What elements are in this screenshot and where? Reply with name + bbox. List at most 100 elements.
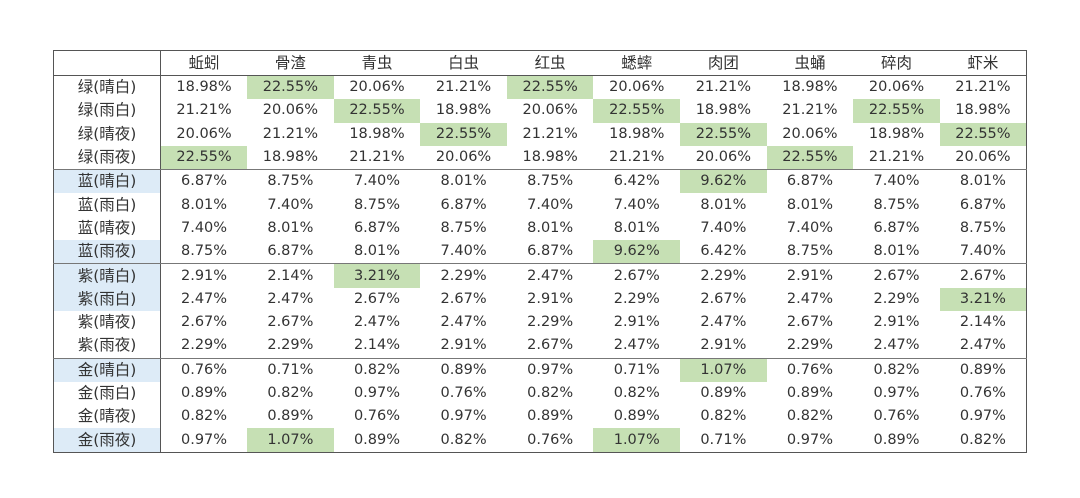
value-cell: 18.98% xyxy=(349,125,405,142)
value-cell: 20.06% xyxy=(939,145,1027,171)
value-cell: 2.67% xyxy=(267,314,314,331)
row-label: 蓝(晴夜) xyxy=(53,216,161,241)
table-row: 蓝(雨夜) 8.75% 6.87% 8.01% 7.40% 6.87% 9.62% 6.42%… xyxy=(53,240,1027,265)
table-row: 金(晴白) 0.76% 0.71% 0.82% 0.89% 0.97% 0.71% 1.07%… xyxy=(53,358,1027,382)
value-cell: 20.06% xyxy=(680,145,767,171)
value-cell: 18.98% xyxy=(955,102,1011,119)
value-cell: 8.01% xyxy=(267,219,314,236)
value-cell: 0.89% xyxy=(959,361,1006,378)
value-cell: 0.89% xyxy=(613,408,660,425)
value-cell: 8.01% xyxy=(786,196,833,213)
value-cell: 0.97% xyxy=(353,385,401,401)
value-cell: 2.47% xyxy=(939,334,1027,359)
highlighted-value-cell: 22.55% xyxy=(333,99,421,123)
value-cell: 2.14% xyxy=(959,314,1006,331)
value-cell: 2.67% xyxy=(181,314,228,331)
row-label: 紫(雨夜) xyxy=(53,334,161,359)
value-cell: 2.67% xyxy=(353,290,401,307)
highlighted-value-cell: 22.55% xyxy=(853,99,940,123)
value-cell: 8.01% xyxy=(440,173,487,190)
value-cell: 0.97% xyxy=(181,431,228,448)
value-cell: 6.87% xyxy=(247,240,334,265)
table-row: 绿(晴白) 18.98% 22.55% 20.06% 21.21% 22.55% 20.06… xyxy=(53,75,1027,100)
table-row: 蓝(晴白) 6.87% 8.75% 7.40% 8.01% 8.75% 6.42% 9.62%… xyxy=(53,169,1027,194)
corner-cell xyxy=(53,50,161,76)
value-cell: 2.67% xyxy=(506,334,594,359)
highlighted-value-cell: 3.21% xyxy=(333,263,421,288)
value-cell: 2.47% xyxy=(353,314,401,331)
row-label: 绿(晴夜) xyxy=(53,122,161,146)
value-cell: 20.06% xyxy=(522,102,578,119)
value-cell: 18.98% xyxy=(247,145,334,171)
value-cell: 8.75% xyxy=(766,240,854,265)
highlighted-value-cell: 22.55% xyxy=(160,145,248,171)
value-cell: 21.21% xyxy=(435,79,492,96)
value-cell: 0.71% xyxy=(700,431,747,448)
value-cell: 2.91% xyxy=(680,334,767,359)
value-cell: 8.75% xyxy=(440,219,487,236)
value-cell: 0.89% xyxy=(700,385,747,401)
value-cell: 20.06% xyxy=(868,79,925,96)
value-cell: 0.89% xyxy=(267,408,314,425)
value-cell: 0.82% xyxy=(959,431,1006,448)
row-label: 紫(雨白) xyxy=(53,287,161,311)
value-cell: 2.29% xyxy=(527,314,574,331)
row-label: 蓝(晴白) xyxy=(53,169,161,194)
table-row: 蓝(雨白) 8.01% 7.40% 8.75% 6.87% 7.40% 7.40% 8.01%… xyxy=(53,193,1027,217)
value-cell: 18.98% xyxy=(695,102,751,119)
value-cell: 7.40% xyxy=(353,173,401,190)
value-cell: 2.47% xyxy=(527,267,574,284)
value-cell: 0.97% xyxy=(786,431,833,448)
value-cell: 7.40% xyxy=(613,196,660,213)
value-cell: 18.98% xyxy=(435,102,492,119)
value-cell: 6.87% xyxy=(786,173,833,190)
table-row: 紫(晴夜) 2.67% 2.67% 2.47% 2.47% 2.29% 2.91% 2.47%… xyxy=(53,310,1027,335)
value-cell: 18.98% xyxy=(506,145,594,171)
value-cell: 7.40% xyxy=(181,219,228,236)
highlighted-value-cell: 22.55% xyxy=(506,75,594,100)
value-cell: 6.87% xyxy=(873,219,920,236)
value-cell: 21.21% xyxy=(955,79,1011,96)
highlighted-value-cell: 3.21% xyxy=(939,287,1027,311)
value-cell: 2.91% xyxy=(181,267,228,284)
value-cell: 6.87% xyxy=(181,173,228,190)
value-cell: 18.98% xyxy=(868,125,925,142)
value-cell: 6.87% xyxy=(959,196,1006,213)
value-cell: 2.67% xyxy=(873,267,920,284)
value-cell: 2.47% xyxy=(593,334,681,359)
column-header: 肉团 xyxy=(680,50,767,76)
column-header: 虫蛹 xyxy=(766,50,854,76)
value-cell: 21.21% xyxy=(176,102,232,119)
value-cell: 2.67% xyxy=(440,290,487,307)
value-cell: 7.40% xyxy=(939,240,1027,265)
highlighted-value-cell: 22.55% xyxy=(680,122,767,146)
column-header: 红虫 xyxy=(506,50,594,76)
table-row: 蓝(晴夜) 7.40% 8.01% 6.87% 8.75% 8.01% 8.01% 7.40%… xyxy=(53,216,1027,241)
column-header: 青虫 xyxy=(333,50,421,76)
value-cell: 0.97% xyxy=(959,408,1006,425)
value-cell: 2.91% xyxy=(420,334,507,359)
value-cell: 2.29% xyxy=(247,334,334,359)
value-cell: 8.75% xyxy=(160,240,248,265)
highlighted-value-cell: 9.62% xyxy=(593,240,681,265)
value-cell: 20.06% xyxy=(782,125,838,142)
highlighted-value-cell: 22.55% xyxy=(420,122,507,146)
column-header: 蚯蚓 xyxy=(160,50,248,76)
value-cell: 2.47% xyxy=(700,314,747,331)
highlighted-value-cell: 1.07% xyxy=(247,428,334,453)
table-row: 金(雨白) 0.89% 0.82% 0.97% 0.76% 0.82% 0.82% 0.89%… xyxy=(53,381,1027,406)
value-cell: 0.89% xyxy=(873,431,920,448)
table-row: 紫(晴白) 2.91% 2.14% 3.21% 2.29% 2.47% 2.67% 2.29%… xyxy=(53,263,1027,288)
value-cell: 21.21% xyxy=(782,102,838,119)
row-label: 紫(晴白) xyxy=(53,263,161,288)
value-cell: 8.75% xyxy=(353,196,401,213)
value-cell: 8.75% xyxy=(267,173,314,190)
value-cell: 8.01% xyxy=(333,240,421,265)
column-header: 骨渣 xyxy=(247,50,334,76)
highlighted-value-cell: 22.55% xyxy=(593,99,681,123)
value-cell: 0.76% xyxy=(440,385,487,401)
value-cell: 18.98% xyxy=(782,79,838,96)
highlighted-value-cell: 22.55% xyxy=(939,122,1027,146)
table-row: 绿(雨夜) 22.55% 18.98% 21.21% 20.06% 18.98% 21.21… xyxy=(53,145,1027,171)
value-cell: 2.67% xyxy=(959,267,1006,284)
